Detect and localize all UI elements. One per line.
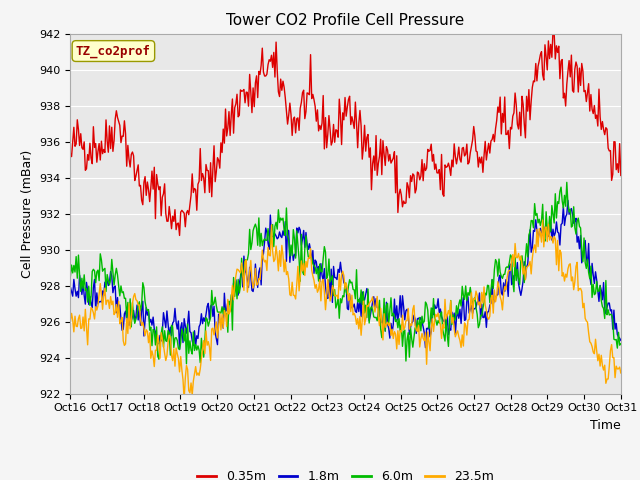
Text: TZ_co2prof: TZ_co2prof [76,44,151,58]
X-axis label: Time: Time [590,419,621,432]
Legend: 0.35m, 1.8m, 6.0m, 23.5m: 0.35m, 1.8m, 6.0m, 23.5m [193,465,499,480]
Y-axis label: Cell Pressure (mBar): Cell Pressure (mBar) [20,149,34,278]
Title: Tower CO2 Profile Cell Pressure: Tower CO2 Profile Cell Pressure [227,13,465,28]
